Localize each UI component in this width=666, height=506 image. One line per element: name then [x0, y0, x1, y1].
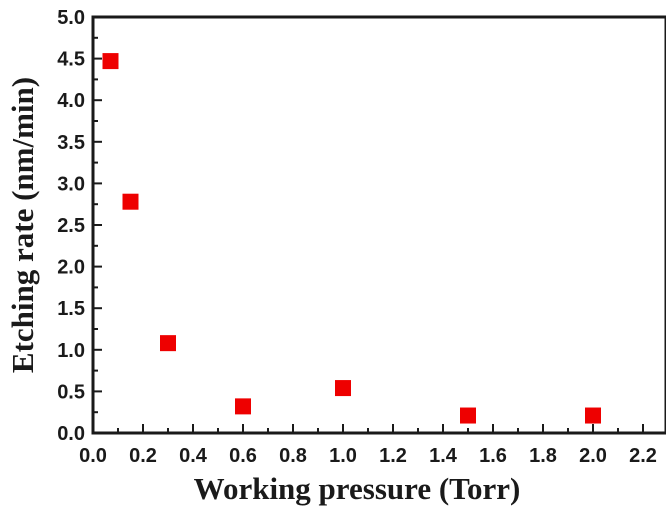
x-tick-label: 0.0 [79, 445, 107, 467]
plot-frame [91, 15, 666, 435]
x-tick-label: 0.4 [179, 445, 208, 467]
y-tick-label: 0.5 [57, 381, 85, 403]
x-tick-label: 2.0 [579, 445, 607, 467]
x-tick-label: 0.2 [129, 445, 157, 467]
y-tick-label: 3.5 [57, 132, 85, 154]
plot-area [91, 15, 666, 435]
x-tick-label: 1.8 [529, 445, 557, 467]
y-axis-ticks: 0.0 0.5 1.0 1.5 2.0 2.5 3.0 3.5 4.0 4.5 5.0 [57, 7, 102, 445]
data-point [122, 193, 139, 210]
y-tick-label: 0.0 [57, 423, 85, 445]
y-tick-label: 1.0 [57, 340, 85, 362]
x-axis-ticks: 0.0 0.2 0.4 0.6 0.8 1.0 1.2 1.4 1.6 1.8 2.0 2.2 [79, 424, 657, 467]
x-tick-label: 1.4 [429, 445, 458, 467]
data-point [460, 407, 476, 424]
x-tick-label: 1.0 [329, 445, 357, 467]
x-tick-label: 0.6 [229, 445, 257, 467]
y-axis-title: Etching rate (nm/min) [5, 77, 40, 373]
y-tick-label: 2.5 [57, 215, 85, 237]
x-tick-label: 2.2 [629, 445, 657, 467]
y-tick-label: 5.0 [57, 7, 85, 29]
data-point [585, 407, 601, 424]
data-point [235, 398, 251, 415]
x-tick-label: 0.8 [279, 445, 307, 467]
y-tick-label: 2.0 [57, 257, 85, 279]
x-axis-title: Working pressure (Torr) [194, 471, 521, 506]
data-point [160, 335, 176, 352]
x-tick-label: 1.6 [479, 445, 507, 467]
data-point [102, 53, 119, 70]
data-points [102, 53, 601, 424]
y-tick-label: 1.5 [57, 298, 85, 320]
y-tick-label: 3.0 [57, 173, 85, 195]
y-tick-label: 4.5 [57, 49, 85, 71]
y-tick-label: 4.0 [57, 90, 85, 112]
x-tick-label: 1.2 [379, 445, 407, 467]
data-point [335, 380, 351, 397]
